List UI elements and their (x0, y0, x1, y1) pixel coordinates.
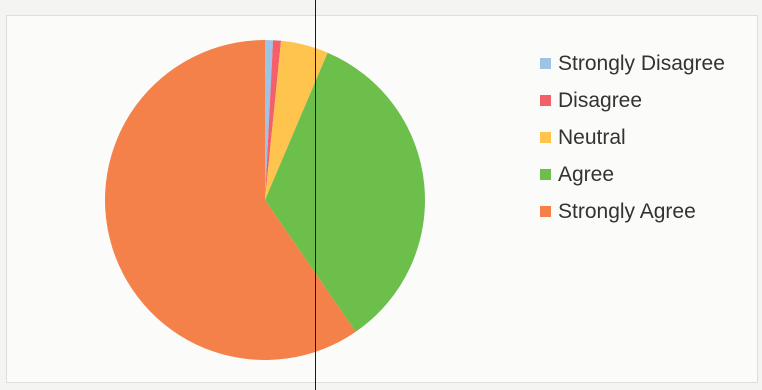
pie-slice-strongly-agree (105, 40, 356, 360)
legend-swatch-strongly-agree (540, 206, 551, 217)
legend-swatch-strongly-disagree (540, 58, 551, 69)
legend-swatch-neutral (540, 132, 551, 143)
legend-item-strongly-agree: Strongly Agree (540, 193, 725, 230)
legend-label-agree: Agree (558, 162, 615, 186)
legend-item-neutral: Neutral (540, 119, 725, 156)
legend-swatch-disagree (540, 95, 551, 106)
legend-item-disagree: Disagree (540, 82, 725, 119)
legend-label-strongly-disagree: Strongly Disagree (558, 51, 725, 75)
legend: Strongly Disagree Disagree Neutral Agree… (540, 45, 725, 230)
legend-item-agree: Agree (540, 156, 725, 193)
vertical-divider-line (315, 0, 316, 390)
legend-label-neutral: Neutral (558, 125, 626, 149)
pie-slice-disagree (265, 40, 282, 201)
pie-slice-neutral (265, 40, 328, 201)
legend-swatch-agree (540, 169, 551, 180)
legend-item-strongly-disagree: Strongly Disagree (540, 45, 725, 82)
legend-label-strongly-agree: Strongly Agree (558, 199, 696, 223)
pie-slice-agree (265, 52, 426, 332)
pie-slice-strongly-disagree (265, 39, 274, 200)
legend-label-disagree: Disagree (558, 88, 643, 112)
